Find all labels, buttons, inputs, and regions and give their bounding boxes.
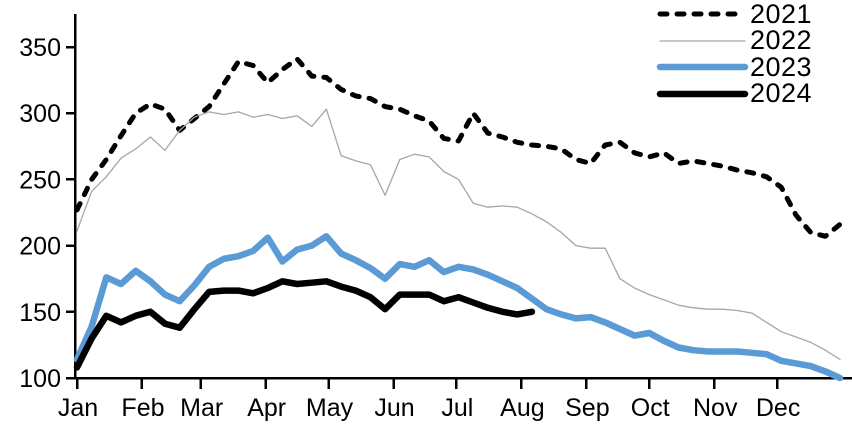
chart-legend: 2021 2022 2023 2024 xyxy=(648,0,848,109)
legend-line-sample-2021 xyxy=(657,11,748,17)
x-axis-label: Jan xyxy=(58,394,98,422)
legend-item-2022: 2022 xyxy=(648,25,848,56)
y-axis-label: 250 xyxy=(19,166,61,194)
x-axis-label: Dec xyxy=(756,394,800,422)
legend-item-2021: 2021 xyxy=(648,0,848,29)
legend-line-sample-2024 xyxy=(656,90,749,97)
x-axis-label: Sep xyxy=(565,394,609,422)
legend-label: 2023 xyxy=(750,51,813,82)
legend-label: 2024 xyxy=(750,78,813,109)
legend-line-sample-2023 xyxy=(656,64,749,71)
series-line-2023 xyxy=(73,233,844,382)
x-axis-label: May xyxy=(306,394,354,422)
legend-label: 2022 xyxy=(750,25,813,56)
y-axis-label: 200 xyxy=(19,233,61,261)
y-axis-label: 100 xyxy=(19,365,61,393)
x-axis-label: Oct xyxy=(631,394,670,422)
legend-label: 2021 xyxy=(750,0,813,29)
x-axis-label: Nov xyxy=(693,394,738,422)
series-line-2024 xyxy=(73,278,536,371)
y-axis-label: 350 xyxy=(19,34,61,62)
legend-item-2024: 2024 xyxy=(648,78,848,109)
x-axis-label: Feb xyxy=(121,394,164,422)
y-axis-label: 150 xyxy=(19,299,61,327)
legend-item-2023: 2023 xyxy=(648,51,848,82)
x-axis-label: Jul xyxy=(441,394,473,422)
x-axis-label: Mar xyxy=(180,394,223,422)
legend-line-sample-2022 xyxy=(659,40,746,42)
series-line-2022 xyxy=(76,108,841,361)
y-axis-label: 300 xyxy=(19,100,61,128)
x-axis-label: Jun xyxy=(374,394,414,422)
x-axis-label: Aug xyxy=(500,394,544,422)
series-line-2021 xyxy=(74,56,843,239)
x-axis-label: Apr xyxy=(247,394,286,422)
